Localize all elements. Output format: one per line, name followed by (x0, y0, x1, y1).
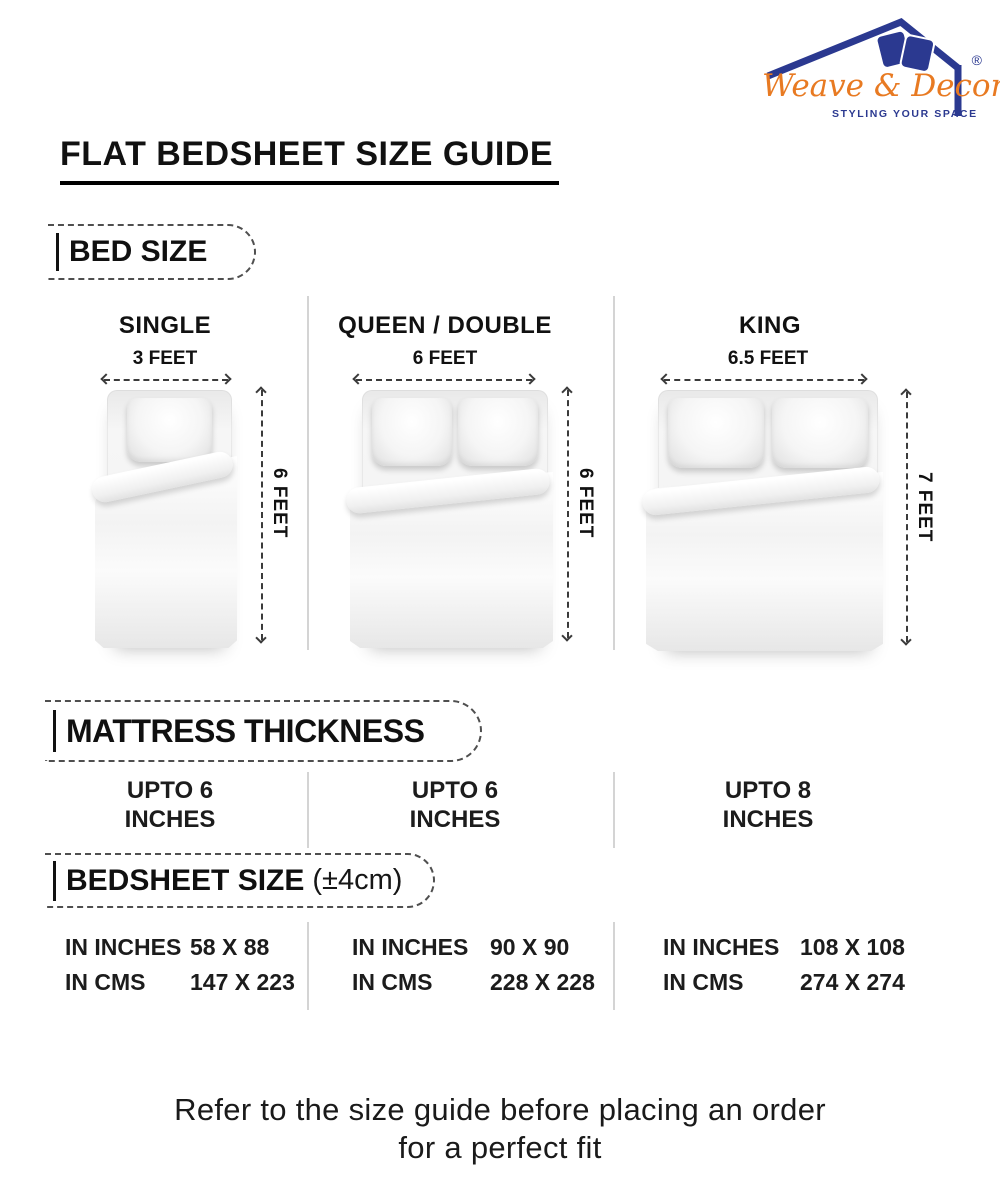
section-header-label: BED SIZE (69, 235, 208, 268)
width-arrow-icon (104, 379, 228, 381)
brand-tagline: STYLING YOUR SPACE (832, 108, 978, 120)
cms-label-queen: IN CMS (352, 969, 433, 995)
bed-name-queen: QUEEN / DOUBLE (338, 312, 552, 339)
section-header-bedsheet-size: BEDSHEET SIZE (±4cm) (45, 853, 435, 908)
bed-pillow (372, 398, 452, 466)
bed-illustration-king (641, 390, 883, 651)
inches-value-queen: 90 X 90 (490, 934, 570, 960)
column-divider (307, 296, 309, 650)
section-header-mattress-thickness: MATTRESS THICKNESS (45, 700, 482, 762)
bed-height-label-king: 7 FEET (914, 472, 935, 543)
inches-value-king: 108 X 108 (800, 934, 905, 960)
bed-illustration-single (89, 390, 237, 648)
inches-value-single: 58 X 88 (190, 934, 270, 960)
brand-name: Weave & Decor (762, 68, 1000, 104)
bed-width-label-king: 6.5 FEET (727, 348, 809, 369)
registered-trademark-icon: ® (971, 52, 982, 68)
cms-label-single: IN CMS (65, 969, 146, 995)
inches-label-single: IN INCHES (65, 934, 182, 960)
column-divider (613, 772, 615, 848)
height-arrow-icon (567, 390, 569, 638)
height-arrow-icon (261, 390, 263, 640)
thickness-line: INCHES (722, 806, 814, 833)
height-arrow-icon (906, 392, 908, 642)
mattress-thickness-single: UPTO 6 INCHES (55, 776, 285, 834)
bed-illustration-queen (345, 390, 553, 648)
section-header-label: BEDSHEET SIZE (66, 863, 305, 897)
cms-value-queen: 228 X 228 (490, 969, 595, 995)
section-header-bar (56, 233, 59, 271)
footer-note-line1: Refer to the size guide before placing a… (174, 1092, 826, 1127)
cms-label-king: IN CMS (663, 969, 744, 995)
house-roof-icon (766, 17, 962, 116)
bed-height-label-queen: 6 FEET (575, 468, 596, 539)
inches-label-king: IN INCHES (663, 934, 780, 960)
section-header-bar (53, 860, 56, 901)
section-header-label: MATTRESS THICKNESS (66, 712, 425, 749)
bed-pillow (458, 398, 538, 466)
thickness-line: UPTO 8 (724, 777, 812, 804)
thickness-line: UPTO 6 (411, 777, 499, 804)
mattress-thickness-king: UPTO 8 INCHES (653, 776, 883, 834)
bed-pillow (668, 398, 764, 468)
column-divider (613, 922, 615, 1010)
width-arrow-icon (664, 379, 864, 381)
thickness-line: INCHES (124, 806, 216, 833)
bed-height-label-single: 6 FEET (269, 468, 290, 539)
brand-logo: Weave & Decor STYLING YOUR SPACE ® (752, 8, 1000, 120)
footer-note-line2: for a perfect fit (398, 1130, 602, 1165)
bed-pillow (127, 398, 212, 462)
section-header-bar (53, 710, 56, 752)
bed-pillow (772, 398, 868, 468)
page-title: FLAT BEDSHEET SIZE GUIDE (60, 136, 560, 185)
bed-width-label-single: 3 FEET (132, 348, 198, 369)
inches-label-queen: IN INCHES (352, 934, 469, 960)
cms-value-single: 147 X 223 (190, 969, 295, 995)
mattress-thickness-queen: UPTO 6 INCHES (340, 776, 570, 834)
thickness-line: INCHES (409, 806, 501, 833)
width-arrow-icon (356, 379, 532, 381)
bed-name-king: KING (739, 312, 801, 339)
section-header-bed-size: BED SIZE (48, 224, 256, 280)
column-divider (307, 772, 309, 848)
thickness-line: UPTO 6 (126, 777, 214, 804)
pillow-icon (875, 29, 936, 73)
bed-width-label-queen: 6 FEET (412, 348, 478, 369)
bed-name-single: SINGLE (118, 312, 212, 339)
column-divider (613, 296, 615, 650)
column-divider (307, 922, 309, 1010)
tolerance-note: (±4cm) (312, 864, 403, 896)
cms-value-king: 274 X 274 (800, 969, 905, 995)
